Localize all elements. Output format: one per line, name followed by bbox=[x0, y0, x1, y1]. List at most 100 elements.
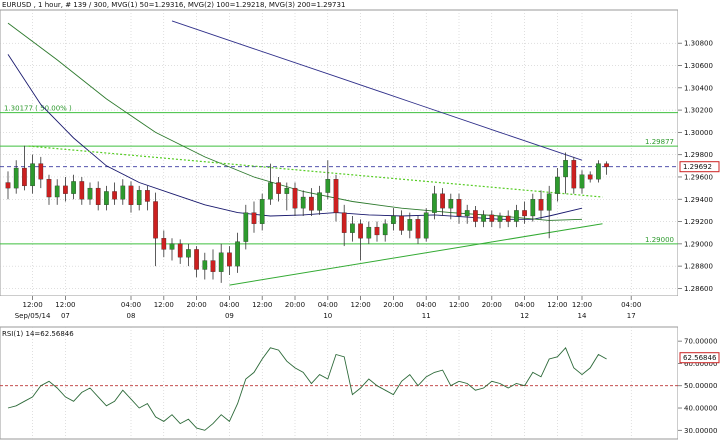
chart-header: EURUSD , 1 hour, # 139 / 300, MVG(1) 50=… bbox=[2, 1, 345, 9]
candle-up bbox=[481, 214, 486, 222]
candle-down bbox=[374, 226, 380, 236]
candle-up bbox=[54, 185, 60, 198]
candle-up bbox=[596, 163, 601, 180]
candle-down bbox=[210, 260, 216, 272]
candle-down bbox=[358, 223, 363, 239]
candle-down bbox=[522, 210, 527, 217]
candle-up bbox=[366, 226, 372, 239]
candle-down bbox=[538, 199, 544, 211]
time-tick-label: 20:00 bbox=[285, 301, 305, 309]
time-tick-label: 12:00 bbox=[351, 301, 371, 309]
price-tick-label: 1.30000 bbox=[684, 129, 713, 137]
candle-up bbox=[497, 215, 503, 222]
time-tick-label: 20:00 bbox=[482, 301, 502, 309]
candle-down bbox=[79, 181, 85, 200]
candle-down bbox=[276, 182, 281, 194]
axis-labels: 1.30800 1.30600 1.30400 1.30200 1.30000 1.298… bbox=[15, 40, 720, 435]
candle-down bbox=[456, 199, 462, 217]
price-axis bbox=[678, 0, 720, 441]
level-label: 1.29877 bbox=[645, 138, 674, 146]
candle-down bbox=[251, 212, 257, 224]
rsi-tick-label: 70.00000 bbox=[684, 338, 717, 346]
candle-down bbox=[415, 219, 421, 239]
candle-up bbox=[104, 191, 109, 205]
candle-down bbox=[341, 212, 347, 233]
candle-up bbox=[407, 219, 413, 231]
candle-up bbox=[268, 182, 273, 200]
candle-up bbox=[555, 176, 560, 194]
candle-up bbox=[530, 199, 536, 217]
rsi-tick-label: 40.00000 bbox=[684, 405, 717, 413]
candle-up bbox=[423, 212, 429, 239]
candle-down bbox=[604, 163, 609, 168]
candle-up bbox=[259, 199, 265, 224]
price-tick-label: 1.28800 bbox=[684, 263, 713, 271]
candle-up bbox=[136, 190, 142, 205]
candle-up bbox=[317, 192, 322, 211]
candle-up bbox=[169, 243, 175, 250]
candle-down bbox=[128, 185, 134, 205]
candle-up bbox=[235, 241, 240, 267]
time-tick-label: 12:00 bbox=[252, 301, 272, 309]
candle-down bbox=[153, 201, 158, 239]
date-label: 12 bbox=[520, 312, 529, 320]
time-axis bbox=[0, 296, 678, 326]
time-tick-label: 04:00 bbox=[121, 301, 141, 309]
time-tick-label: 20:00 bbox=[187, 301, 207, 309]
candle-down bbox=[333, 179, 339, 213]
time-tick-label: 12:00 bbox=[572, 301, 592, 309]
price-tick-label: 1.30400 bbox=[684, 84, 713, 92]
candle-down bbox=[112, 191, 117, 200]
date-label: 07 bbox=[61, 312, 70, 320]
time-tick-label: 04:00 bbox=[318, 301, 338, 309]
candle-up bbox=[300, 196, 306, 209]
candle-up bbox=[514, 210, 519, 222]
time-tick-label: 12:00 bbox=[55, 301, 75, 309]
candle-up bbox=[30, 163, 35, 187]
support-trendline bbox=[229, 223, 603, 286]
time-tick-label: 20:00 bbox=[383, 301, 403, 309]
rsi-tick-label: 50.00000 bbox=[684, 382, 717, 390]
rsi-series bbox=[0, 346, 678, 431]
price-tick-label: 1.29200 bbox=[684, 218, 713, 226]
candle-up bbox=[71, 181, 76, 194]
candle-up bbox=[579, 174, 585, 189]
candle-up bbox=[13, 167, 19, 189]
candle-up bbox=[563, 160, 568, 178]
rsi-current-label: 62.56846 bbox=[683, 354, 717, 362]
candle-down bbox=[161, 238, 167, 250]
candle-down bbox=[309, 196, 314, 211]
candle-down bbox=[440, 193, 445, 209]
candle-up bbox=[382, 223, 388, 236]
date-label: Sep/05/14 bbox=[15, 312, 51, 320]
price-tick-label: 1.30200 bbox=[684, 107, 713, 115]
date-label: 09 bbox=[225, 312, 234, 320]
price-tick-label: 1.29800 bbox=[684, 151, 713, 159]
candle-up bbox=[120, 185, 126, 200]
candle-down bbox=[473, 210, 478, 222]
date-label: 14 bbox=[578, 312, 587, 320]
candle-up bbox=[284, 187, 290, 194]
current-price-marker bbox=[679, 161, 720, 173]
candle-down bbox=[22, 167, 27, 187]
candle-down bbox=[5, 182, 11, 189]
ma200-line bbox=[171, 20, 583, 161]
level-label: 1.30177 ( 50.00% ) bbox=[4, 105, 72, 113]
level-label: 1.29000 bbox=[645, 236, 674, 244]
time-tick-label: 12:00 bbox=[154, 301, 174, 309]
candle-down bbox=[177, 243, 183, 258]
candle-up bbox=[202, 260, 208, 270]
date-label: 17 bbox=[627, 312, 636, 320]
candlesticks bbox=[5, 145, 609, 283]
candle-up bbox=[325, 179, 331, 193]
price-tick-label: 1.30800 bbox=[684, 40, 713, 48]
time-tick-label: 12:00 bbox=[23, 301, 43, 309]
rsi-panel[interactable] bbox=[0, 326, 679, 440]
candle-up bbox=[464, 210, 470, 217]
candle-up bbox=[87, 187, 93, 200]
candle-up bbox=[432, 193, 437, 213]
horizontal-levels: 1.30177 ( 50.00% ) 1.29877 1.29000 bbox=[0, 105, 678, 245]
time-tick-label: 04:00 bbox=[515, 301, 535, 309]
candle-down bbox=[489, 214, 495, 222]
